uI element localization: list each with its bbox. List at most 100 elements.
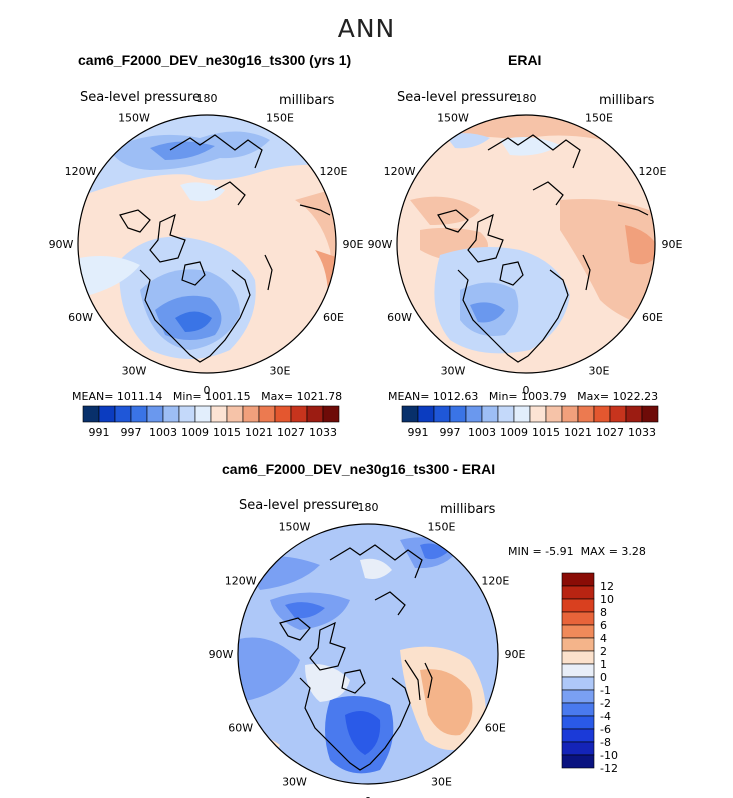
left-lon-label: 60E [323, 311, 344, 324]
right-units-label: millibars [599, 93, 655, 108]
left-lon-label: 30E [270, 364, 291, 377]
diff-colorbar-tick: 10 [600, 593, 614, 606]
left-lon-label: 150E [266, 112, 294, 125]
right-lon-label: 180 [516, 92, 537, 105]
diff-colorbar-tick: 8 [600, 606, 607, 619]
diff-lon-label: 0 [365, 795, 372, 798]
right-lon-label: 60E [642, 311, 663, 324]
diff-colorbar-swatch [561, 728, 595, 743]
right-colorbar-tick: 1015 [532, 426, 560, 439]
diff-colorbar-swatch [561, 689, 595, 704]
diff-colorbar-tick: 6 [600, 619, 607, 632]
right-colorbar-tick: 997 [440, 426, 461, 439]
right-colorbar-swatch [513, 405, 531, 423]
left-colorbar-swatch [226, 405, 244, 423]
right-colorbar-swatch [577, 405, 595, 423]
right-colorbar: 991 997 1003 1009 1015 1021 1027 1033 [401, 405, 659, 439]
diff-longitude-labels: 180 150E 120E 90E 60E 30E 0 30W 60W 90W 120W 150W [209, 501, 526, 798]
right-lon-label: 150W [437, 112, 469, 125]
left-lon-label: 150W [118, 112, 150, 125]
diff-lon-label: 90W [209, 648, 234, 661]
right-colorbar-tick: 1027 [596, 426, 624, 439]
left-colorbar-swatch [290, 405, 308, 423]
right-colorbar-tick: 1003 [468, 426, 496, 439]
diff-colorbar-swatch [561, 663, 595, 678]
left-colorbar: 991 997 1003 1009 1015 1021 1027 1033 [82, 405, 340, 439]
diff-colorbar-tick: -2 [600, 697, 611, 710]
left-lon-label: 30W [122, 364, 147, 377]
diff-colorbar-swatch [561, 611, 595, 626]
right-lon-label: 120E [638, 165, 666, 178]
diff-colorbar-swatch [561, 715, 595, 730]
diff-max-stat: MAX = 3.28 [580, 545, 646, 558]
figure-suptitle: ANN [337, 14, 396, 43]
right-colorbar-swatch [561, 405, 579, 423]
left-colorbar-tick: 1015 [213, 426, 241, 439]
diff-units-label: millibars [440, 502, 496, 517]
diff-colorbar-tick: -6 [600, 723, 611, 736]
left-colorbar-swatch [258, 405, 276, 423]
right-colorbar-swatch [481, 405, 499, 423]
diff-colorbar-tick: 2 [600, 645, 607, 658]
left-lon-label: 90E [343, 238, 364, 251]
right-lon-label: 90W [368, 238, 393, 251]
right-lon-label: 150E [585, 112, 613, 125]
left-min-stat: Min= 1001.15 [172, 390, 251, 403]
diff-colorbar-tick: 12 [600, 580, 614, 593]
left-colorbar-swatch [178, 405, 196, 423]
left-max-stat: Max= 1021.78 [261, 390, 343, 403]
diff-polar-map [237, 523, 499, 785]
left-colorbar-swatch [162, 405, 180, 423]
left-panel-title: cam6_F2000_DEV_ne30g16_ts300 (yrs 1) [78, 52, 352, 68]
left-colorbar-swatch [322, 405, 340, 423]
right-lon-label: 120W [384, 165, 416, 178]
right-colorbar-swatch [529, 405, 547, 423]
left-polar-map [77, 114, 337, 374]
diff-panel-title: cam6_F2000_DEV_ne30g16_ts300 - ERAI [222, 461, 496, 477]
diff-colorbar-swatch [561, 650, 595, 665]
left-longitude-labels: 180 150E 120E 90E 60E 30E 0 30W 60W 90W 120W 150W [49, 92, 364, 397]
right-colorbar-swatch [497, 405, 515, 423]
right-variable-label: Sea-level pressure [397, 90, 518, 105]
diff-colorbar-swatch [561, 676, 595, 691]
left-colorbar-swatch [146, 405, 164, 423]
left-lon-label: 180 [197, 92, 218, 105]
right-colorbar-swatch [641, 405, 659, 423]
diff-colorbar-swatch [561, 741, 595, 756]
diff-colorbar-tick: -12 [600, 762, 618, 775]
left-colorbar-tick: 1003 [149, 426, 177, 439]
diff-lon-label: 150W [279, 521, 311, 534]
left-colorbar-swatch [98, 405, 116, 423]
left-lon-label: 0 [204, 384, 211, 397]
diff-colorbar-tick: 4 [600, 632, 607, 645]
left-colorbar-swatch [274, 405, 292, 423]
diff-lon-label: 30W [282, 775, 307, 788]
diff-colorbar-swatch [561, 637, 595, 652]
left-colorbar-swatch [130, 405, 148, 423]
right-colorbar-tick: 1021 [564, 426, 592, 439]
right-lon-label: 30E [589, 364, 610, 377]
right-colorbar-swatch [545, 405, 563, 423]
left-variable-label: Sea-level pressure [80, 90, 201, 105]
diff-lon-label: 60W [228, 722, 253, 735]
diff-lon-label: 30E [431, 775, 452, 788]
diff-min-stat: MIN = -5.91 [508, 545, 574, 558]
diff-colorbar-tick: -10 [600, 749, 618, 762]
right-mean-stat: MEAN= 1012.63 [388, 390, 479, 403]
left-colorbar-swatch [210, 405, 228, 423]
diff-colorbar-swatch [561, 585, 595, 600]
right-colorbar-tick: 991 [408, 426, 429, 439]
diff-colorbar-tick: -1 [600, 684, 611, 697]
diff-lon-label: 180 [358, 501, 379, 514]
right-colorbar-tick: 1033 [628, 426, 656, 439]
diff-colorbar-tick: 1 [600, 658, 607, 671]
left-colorbar-tick: 1027 [277, 426, 305, 439]
right-colorbar-swatch [449, 405, 467, 423]
right-colorbar-tick: 1009 [500, 426, 528, 439]
diff-colorbar-swatch [561, 572, 595, 587]
diff-colorbar-tick: -4 [600, 710, 611, 723]
left-colorbar-swatch [114, 405, 132, 423]
left-colorbar-tick: 1033 [309, 426, 337, 439]
